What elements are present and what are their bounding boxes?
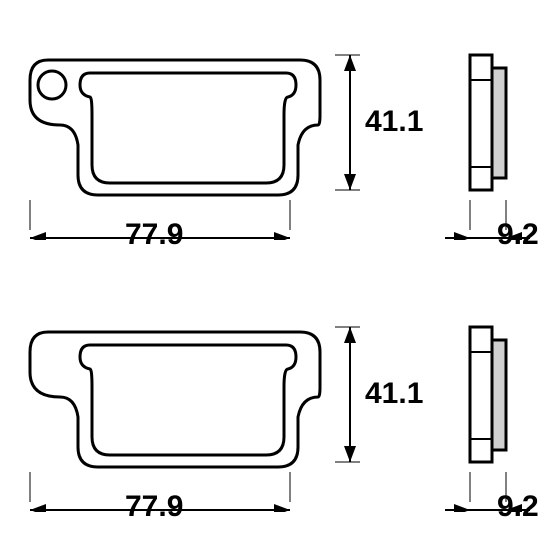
height-dimension-bottom bbox=[335, 317, 375, 517]
diagram-row-bottom: 41.1 77.9 9.2 bbox=[0, 272, 560, 544]
thickness-value-top: 9.2 bbox=[497, 218, 539, 252]
length-value-top: 77.9 bbox=[125, 218, 183, 252]
length-value-bottom: 77.9 bbox=[125, 490, 183, 524]
height-value-top: 41.1 bbox=[365, 105, 423, 139]
diagram-row-top: 41.1 77.9 9.2 bbox=[0, 0, 560, 272]
height-dimension-top bbox=[335, 45, 375, 245]
height-value-bottom: 41.1 bbox=[365, 377, 423, 411]
thickness-value-bottom: 9.2 bbox=[497, 490, 539, 524]
mounting-hole-icon bbox=[38, 71, 66, 99]
